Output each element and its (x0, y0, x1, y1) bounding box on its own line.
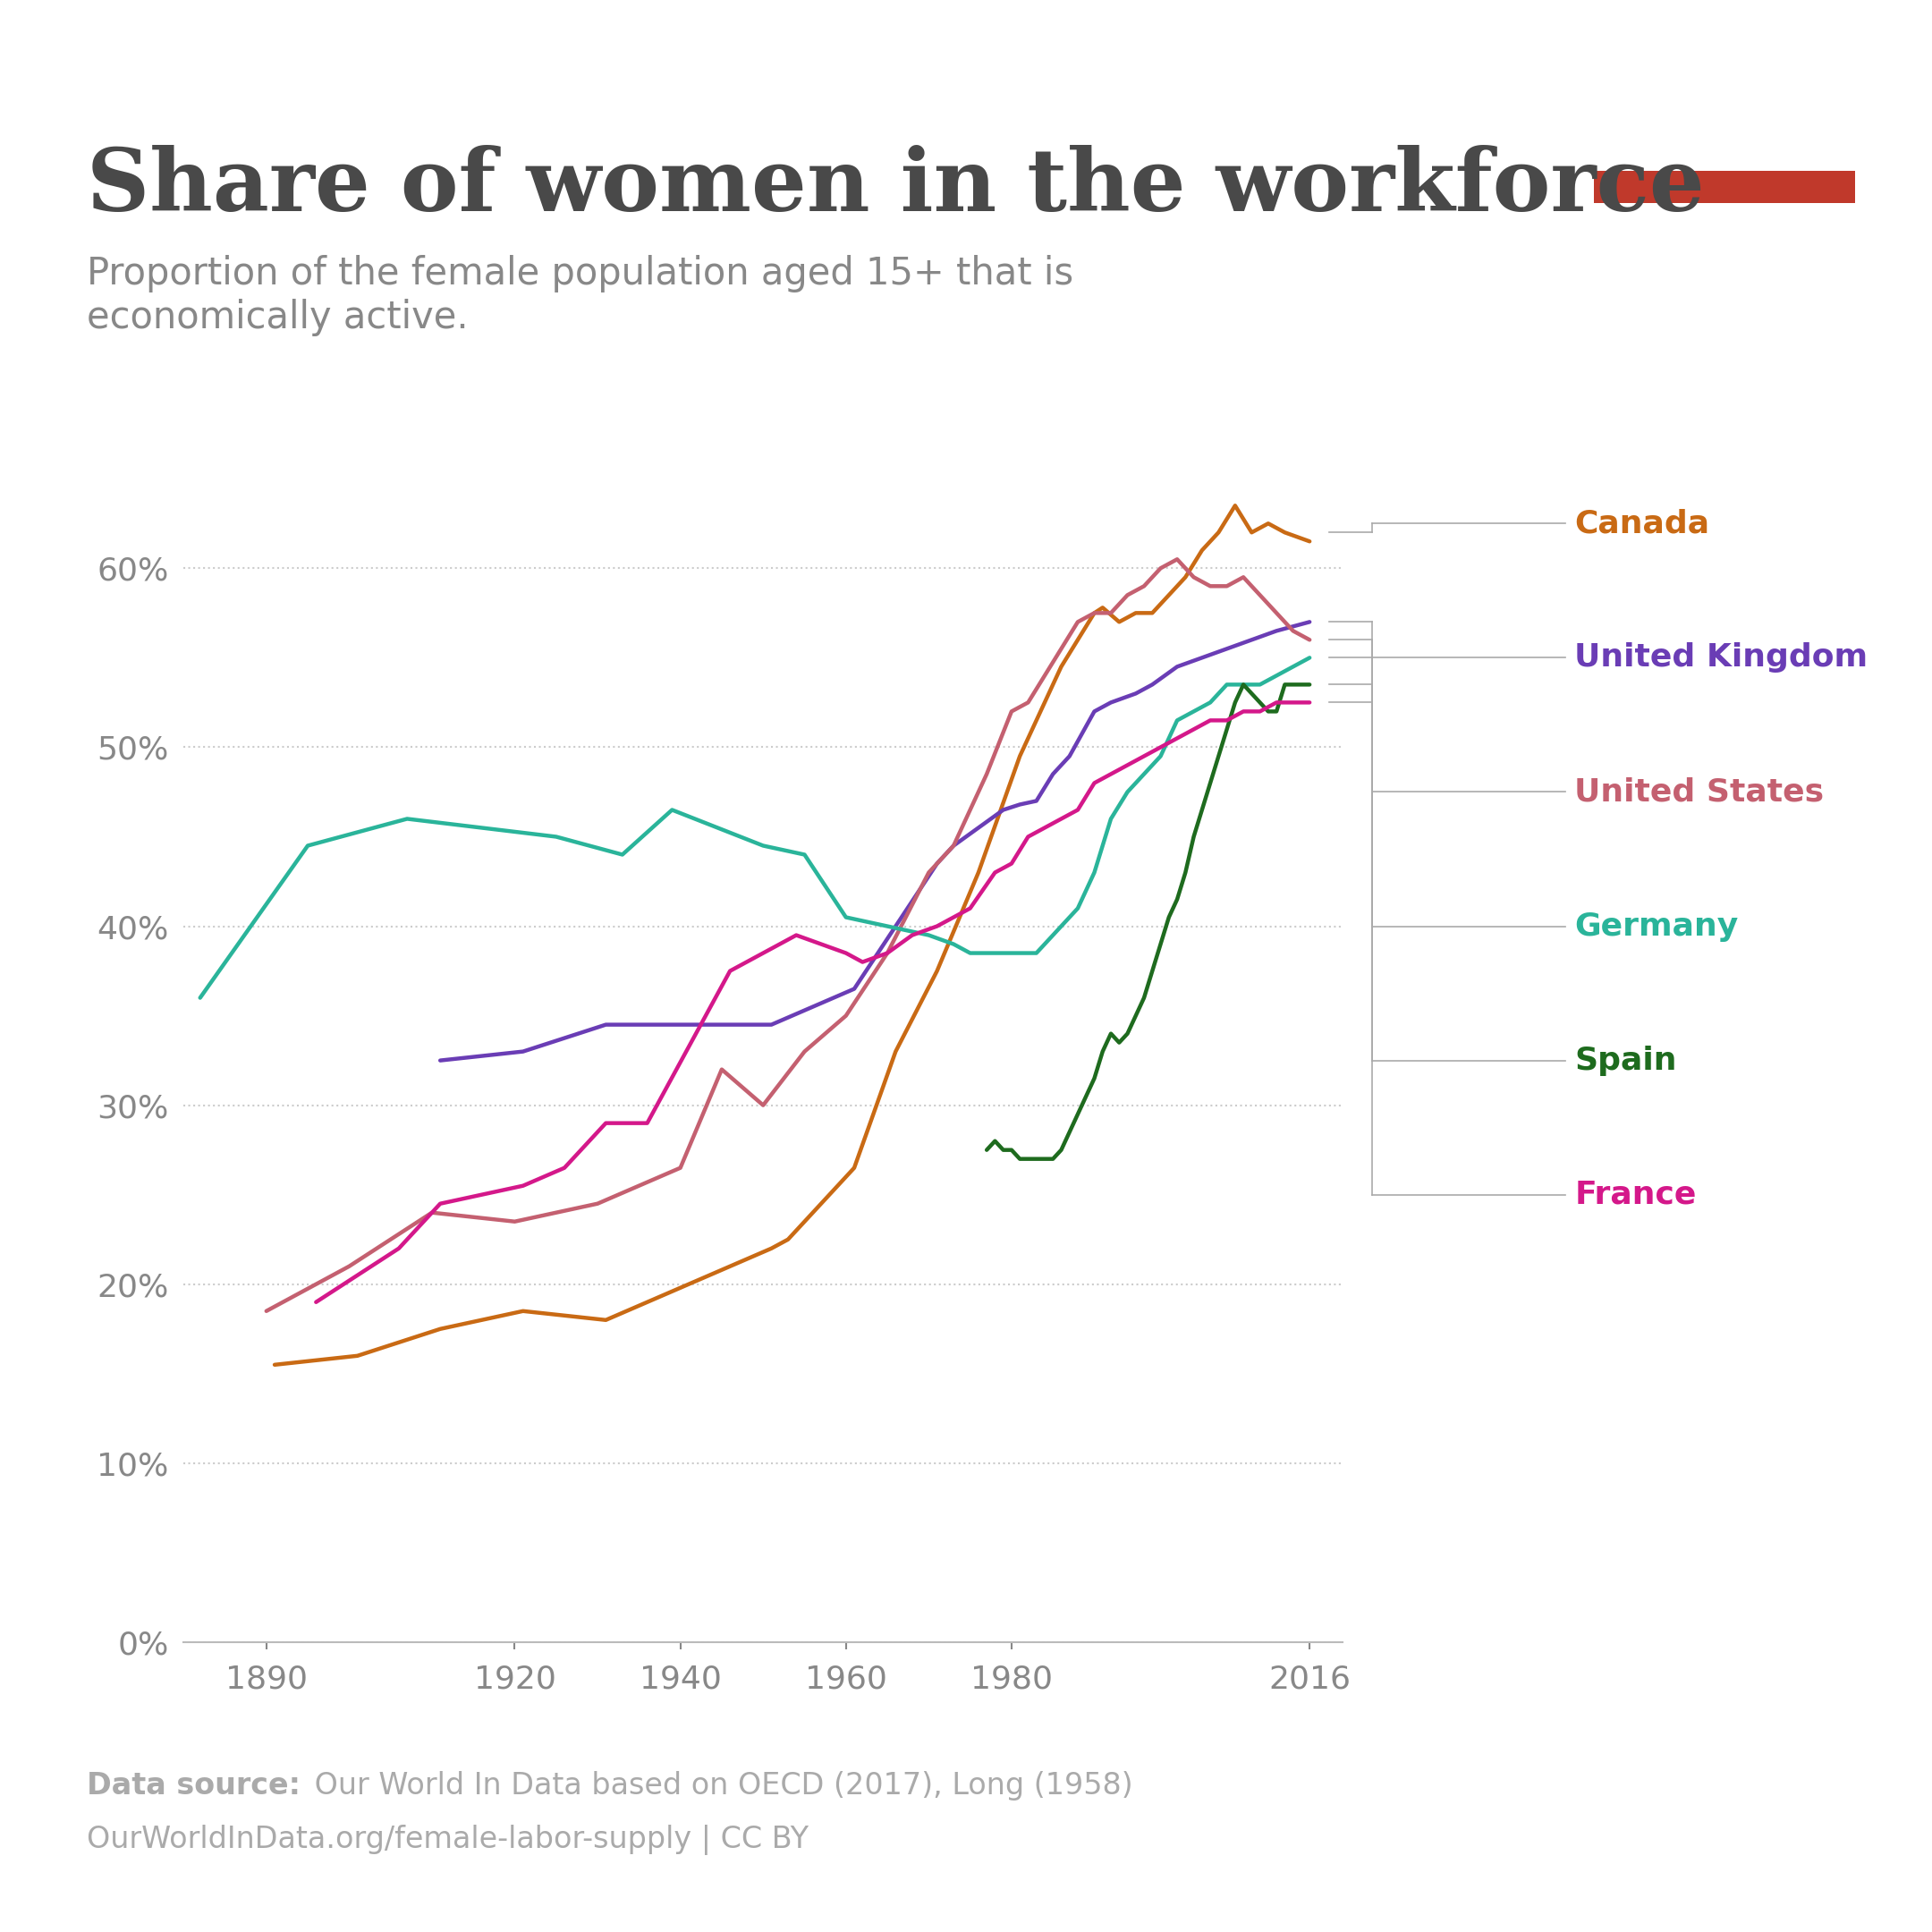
Text: Share of women in the workforce: Share of women in the workforce (87, 145, 1704, 230)
Text: Germany: Germany (1575, 912, 1739, 941)
Text: United Kingdom: United Kingdom (1575, 643, 1868, 672)
Text: Our World In Data based on OECD (2017), Long (1958): Our World In Data based on OECD (2017), … (305, 1772, 1134, 1801)
Text: OurWorldInData.org/female-labor-supply | CC BY: OurWorldInData.org/female-labor-supply |… (87, 1824, 810, 1855)
Text: United States: United States (1575, 777, 1824, 808)
Bar (1594, 172, 1855, 203)
Text: in Data: in Data (1673, 128, 1776, 153)
Text: France: France (1575, 1180, 1696, 1209)
Text: Canada: Canada (1575, 508, 1710, 539)
Text: Data source:: Data source: (87, 1772, 301, 1801)
Text: Proportion of the female population aged 15+ that is
economically active.: Proportion of the female population aged… (87, 255, 1074, 336)
Text: Our World: Our World (1654, 83, 1795, 108)
Text: Spain: Spain (1575, 1045, 1677, 1076)
